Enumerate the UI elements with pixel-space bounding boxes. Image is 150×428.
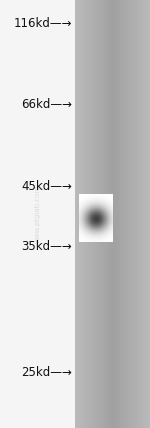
Text: 25kd—→: 25kd—→ (21, 366, 72, 379)
Text: 116kd—→: 116kd—→ (14, 17, 72, 30)
Text: www.ptglab.com: www.ptglab.com (34, 185, 40, 243)
Text: 45kd—→: 45kd—→ (21, 180, 72, 193)
Text: 35kd—→: 35kd—→ (21, 240, 72, 253)
Text: 66kd—→: 66kd—→ (21, 98, 72, 111)
